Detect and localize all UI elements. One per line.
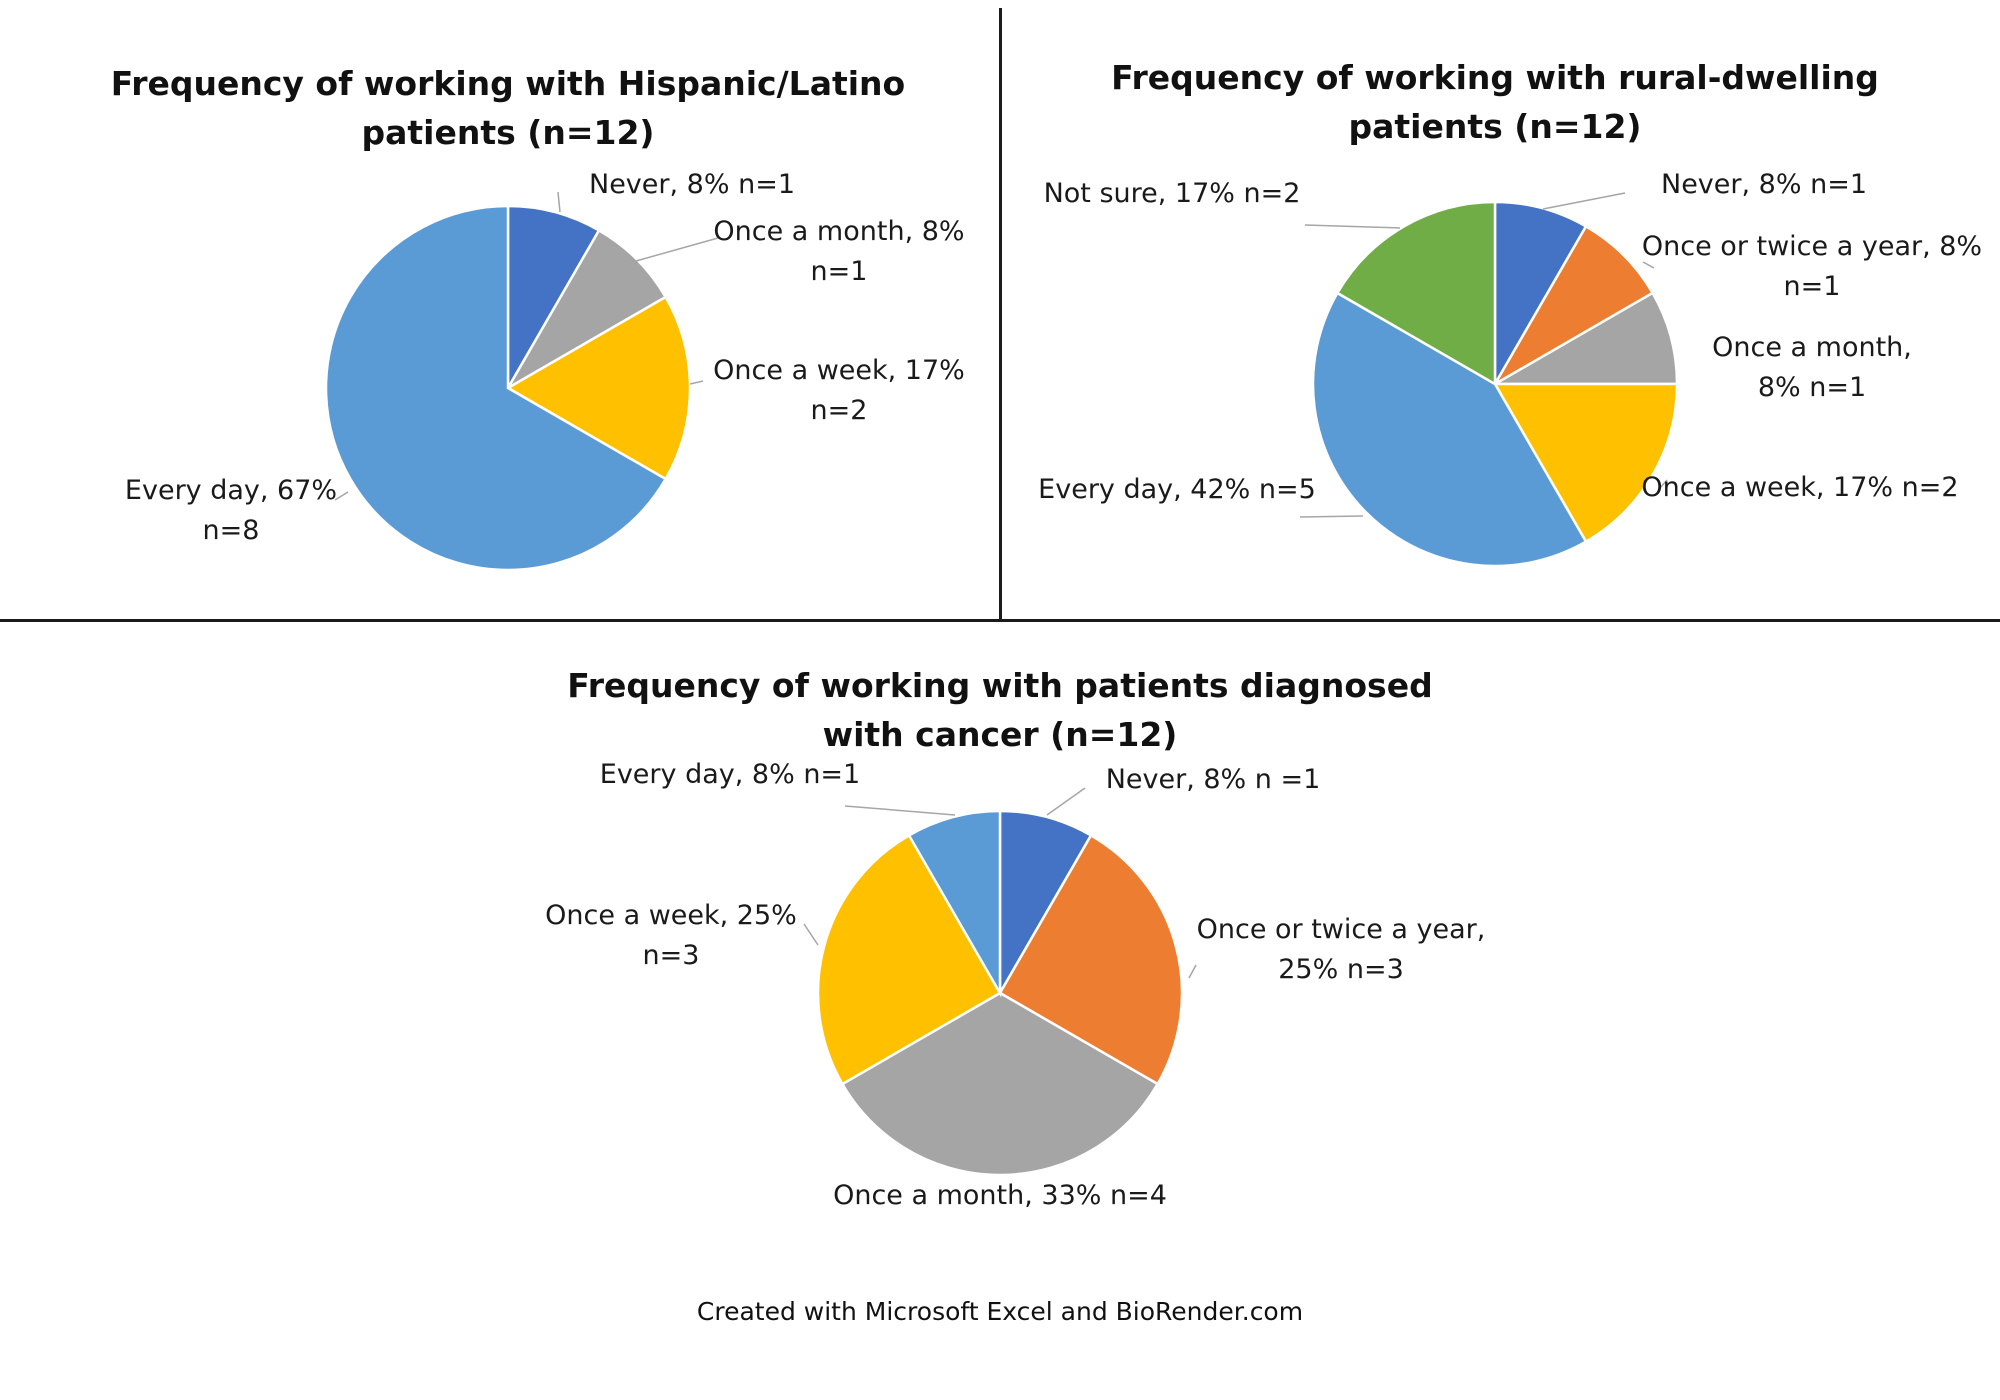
data-label-line: Once a week, 17% [713, 355, 965, 386]
data-label: Never, 8% n=1 [589, 169, 795, 200]
data-label-line: Not sure, 17% n=2 [1044, 178, 1301, 209]
chart-title-line: with cancer (n=12) [823, 715, 1178, 754]
data-label-line: Once a week, 17% n=2 [1641, 472, 1958, 503]
data-label-line: Never, 8% n=1 [1661, 169, 1867, 200]
chart-title: Frequency of working with patients diagn… [567, 666, 1432, 754]
data-label-line: Once a month, 8% [713, 216, 964, 247]
leader-line [844, 805, 956, 816]
horizontal-divider [0, 619, 2000, 622]
data-label: Never, 8% n =1 [1106, 764, 1321, 795]
pie-slice-every-day [324, 204, 668, 572]
data-label: Every day, 67% n=8 [125, 475, 337, 546]
data-label-line: Once a month, [1712, 332, 1912, 363]
pie-slice-once-a-week [1492, 382, 1679, 544]
data-label: Never, 8% n=1 [1661, 169, 1867, 200]
data-label: Once a month, 8% n=1 [1712, 332, 1912, 403]
pie-chart-1: Frequency of working with Hispanic/Latin… [111, 64, 965, 572]
pie-slice-never [506, 204, 601, 393]
data-label-line: Once or twice a year, [1197, 914, 1486, 945]
leader-line [557, 191, 561, 213]
pie-slice-once-or-twice-a-year [998, 833, 1184, 1086]
pie-slice-never [1493, 200, 1588, 389]
data-label-line: 25% n=3 [1278, 954, 1404, 985]
chart-title: Frequency of working with rural-dwelling… [1111, 58, 1879, 146]
data-label: Once or twice a year, 25% n=3 [1197, 914, 1486, 985]
leader-line [1299, 515, 1364, 518]
pie-slice-every-day [1311, 291, 1588, 568]
data-label-line: Every day, 42% n=5 [1038, 474, 1316, 505]
data-label-line: n=3 [643, 940, 700, 971]
leader-line [334, 491, 349, 501]
pie-chart-2: Frequency of working with rural-dwelling… [1038, 58, 1982, 568]
data-label-line: Once or twice a year, 8% [1642, 231, 1982, 262]
data-label: Every day, 8% n=1 [600, 759, 860, 790]
data-label-line: n=1 [811, 256, 868, 287]
data-label: Once a week, 17% n=2 [713, 355, 965, 426]
chart-title-line: patients (n=12) [1349, 107, 1642, 146]
leader-line [1188, 964, 1197, 979]
chart-title-line: Frequency of working with patients diagn… [567, 666, 1432, 705]
data-label: Once or twice a year, 8% n=1 [1642, 231, 1982, 302]
data-label-line: Every day, 8% n=1 [600, 759, 860, 790]
data-label-line: Once a week, 25% [545, 900, 797, 931]
chart-title-line: patients (n=12) [362, 113, 655, 152]
data-label: Once a week, 25% n=3 [545, 900, 797, 971]
data-label-line: n=8 [203, 515, 260, 546]
leader-line [1659, 479, 1668, 489]
data-label-line: 8% n=1 [1758, 372, 1866, 403]
data-label: Not sure, 17% n=2 [1044, 178, 1301, 209]
leader-line [1542, 192, 1626, 210]
pie-slice-once-or-twice-a-year [1491, 224, 1655, 388]
pie-slice-not-sure [1335, 200, 1497, 387]
chart-title-line: Frequency of working with rural-dwelling [1111, 58, 1879, 97]
data-label: Once a month, 33% n=4 [833, 1180, 1167, 1211]
data-label-line: Every day, 67% [125, 475, 337, 506]
chart-title-line: Frequency of working with Hispanic/Latin… [111, 64, 905, 103]
pie-slice-once-a-week [816, 833, 1002, 1086]
pie-slice-never [998, 809, 1093, 998]
pie-slice-once-a-month [504, 228, 668, 392]
data-label: Once a month, 8% n=1 [713, 216, 964, 287]
pie-slice-once-a-month [1490, 291, 1679, 386]
pie-slice-once-a-week [505, 295, 692, 481]
leader-line [1652, 371, 1669, 377]
leader-line [1304, 224, 1401, 229]
data-label: Every day, 42% n=5 [1038, 474, 1316, 505]
data-label-line: Never, 8% n=1 [589, 169, 795, 200]
vertical-divider [999, 8, 1002, 620]
data-label-line: n=1 [1784, 271, 1841, 302]
leader-line [803, 923, 819, 946]
leader-line [635, 237, 719, 262]
leader-line [1642, 261, 1655, 269]
chart-title: Frequency of working with Hispanic/Latin… [111, 64, 905, 152]
data-label-line: Once a month, 33% n=4 [833, 1180, 1167, 1211]
data-label-line: n=2 [811, 395, 868, 426]
leader-line [689, 380, 704, 385]
credit-text: Created with Microsoft Excel and BioRend… [696, 1297, 1304, 1326]
data-label: Once a week, 17% n=2 [1641, 472, 1958, 503]
leader-line [1046, 787, 1086, 816]
pie-chart-3: Frequency of working with patients diagn… [545, 666, 1485, 1211]
data-label-line: Never, 8% n =1 [1106, 764, 1321, 795]
pie-slice-every-day [907, 809, 1002, 998]
